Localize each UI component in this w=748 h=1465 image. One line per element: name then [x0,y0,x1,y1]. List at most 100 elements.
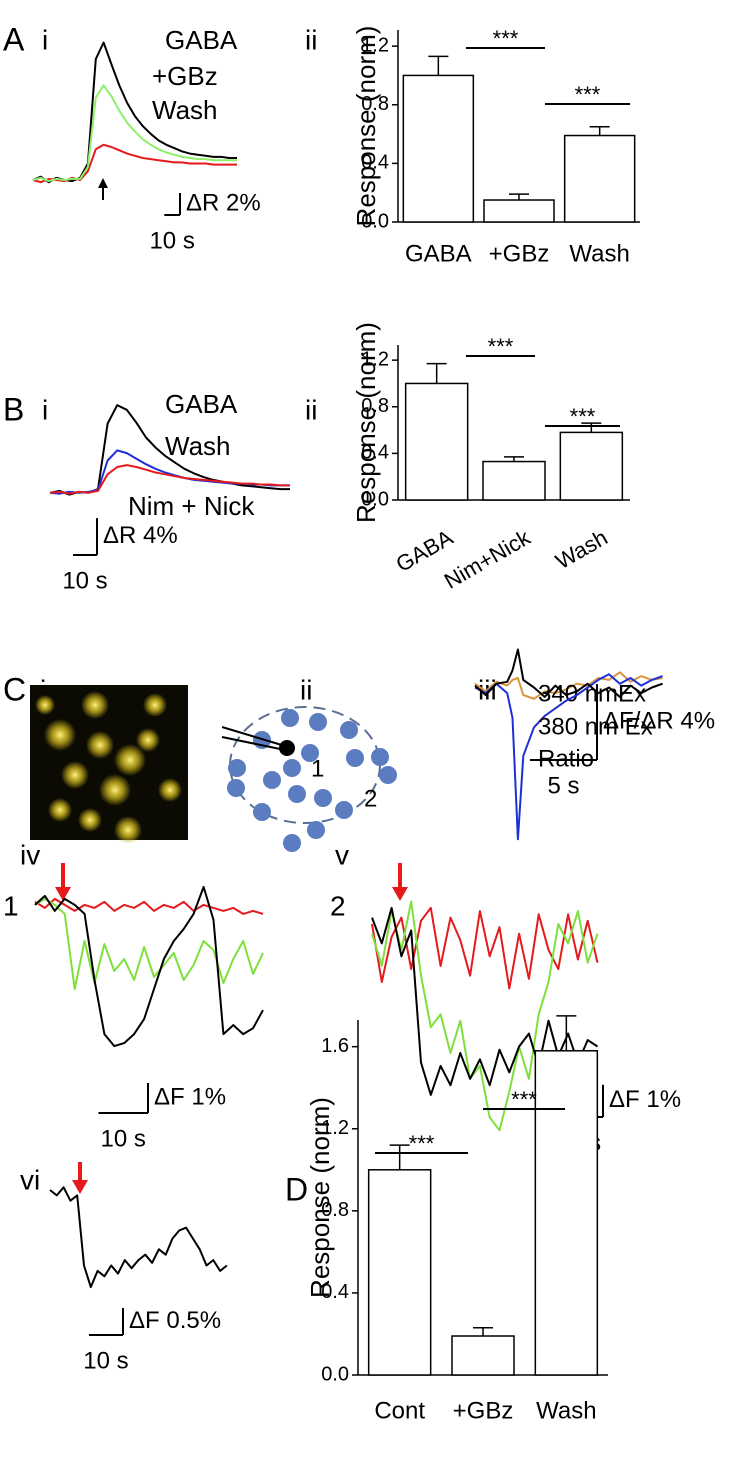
cell [340,721,358,739]
scale-bar-x-label: 5 s [547,772,579,799]
bar [483,199,555,223]
legend-entry: Nim + Nick [128,491,255,521]
subpanel-label: v [335,839,349,870]
trace [34,897,264,915]
trace [34,897,264,990]
y-tick-label: 0.0 [361,210,389,232]
trace [371,906,599,990]
legend-entry: GABA [165,389,238,419]
y-tick-label: 0.8 [361,93,389,115]
legend-entry: GABA [165,25,238,55]
stimulus-arrowhead [55,887,71,901]
cell-blob [86,731,114,759]
subpanel-label: i [42,24,48,55]
bar [559,431,624,501]
y-tick-label: 0.4 [321,1281,349,1303]
subpanel-label: i [42,394,48,425]
cell-blob [114,744,146,776]
y-tick-label: 1.2 [321,1117,349,1139]
legend-entry: Wash [152,95,218,125]
cell-blob [158,778,182,802]
scale-bar-x-label: 10 s [101,1125,146,1152]
stimulus-arrowhead [98,178,108,188]
scale-bar-x-label: 10 s [83,1347,128,1374]
trace [49,1186,228,1289]
bar [402,74,475,223]
cell-label: 2 [364,785,377,812]
x-tick-label: Wash [551,525,611,574]
cell [263,771,281,789]
electrode [221,726,286,747]
trace [474,673,663,841]
bar [404,382,469,501]
cell [283,759,301,777]
legend-entry: Wash [165,431,231,461]
x-tick-label: +GBz [489,240,550,267]
cell-blob [99,774,131,806]
bar [563,134,636,223]
x-tick-label: Cont [374,1397,425,1424]
row-label: 2 [330,890,346,921]
cell [371,748,389,766]
y-tick-label: 0.8 [321,1199,349,1221]
x-tick-label: +GBz [453,1397,514,1424]
cell [253,803,271,821]
x-tick-label: Wash [536,1397,596,1424]
subpanel-label: iv [20,839,40,870]
cell [314,789,332,807]
cell-blob [78,808,102,832]
trace [34,885,264,1048]
cell [227,779,245,797]
y-tick-label: 1.6 [321,1035,349,1057]
bar [534,1050,599,1376]
scale-bar-x-label: 10 s [149,227,194,254]
stimulus-arrowhead [72,1180,88,1194]
scale-bar-y-label: ΔF/ΔR 4% [603,707,715,734]
panel-label: D [285,1171,308,1207]
trace [371,900,599,1132]
trace [32,84,237,183]
subpanel-label: ii [300,674,312,705]
significance-label: *** [488,334,514,359]
y-axis-label: Response (norm) [351,26,381,227]
y-axis-label: Response (norm) [305,1097,335,1298]
cell-blob [114,816,142,844]
cell-blob [143,693,167,717]
trace [32,143,237,184]
y-axis-label: Response (norm) [351,322,381,523]
y-tick-label: 0.8 [361,395,389,417]
panel-label: C [3,671,26,707]
cell [379,766,397,784]
x-tick-label: Wash [569,240,629,267]
y-tick-label: 1.2 [361,34,389,56]
cell-label: 1 [311,755,324,782]
cell [301,744,319,762]
cell-blob [61,761,89,789]
stimulus-arrowhead [392,887,408,901]
cell [283,834,301,852]
subpanel-label: ii [305,24,317,55]
significance-label: *** [570,404,596,429]
y-tick-label: 0.4 [361,442,389,464]
cell-blob [48,798,72,822]
y-tick-label: 0.0 [321,1363,349,1385]
legend-entry: +GBz [152,61,218,91]
cell-blob [81,691,109,719]
scale-bar-y-label: ΔR 4% [103,522,178,549]
y-tick-label: 0.4 [361,152,389,174]
cell [281,709,299,727]
scale-bar-x-label: 10 s [62,567,107,594]
bar [482,460,546,501]
significance-label: *** [409,1131,435,1156]
y-tick-label: 0.0 [361,488,389,510]
trace [49,464,290,495]
significance-label: *** [493,26,519,51]
cell [307,821,325,839]
significance-label: *** [511,1087,537,1112]
scale-bar-y-label: ΔF 1% [154,1083,226,1110]
cell [228,759,246,777]
trace [474,648,663,698]
bar [367,1169,432,1376]
electrode [221,736,286,751]
significance-label: *** [575,82,601,107]
